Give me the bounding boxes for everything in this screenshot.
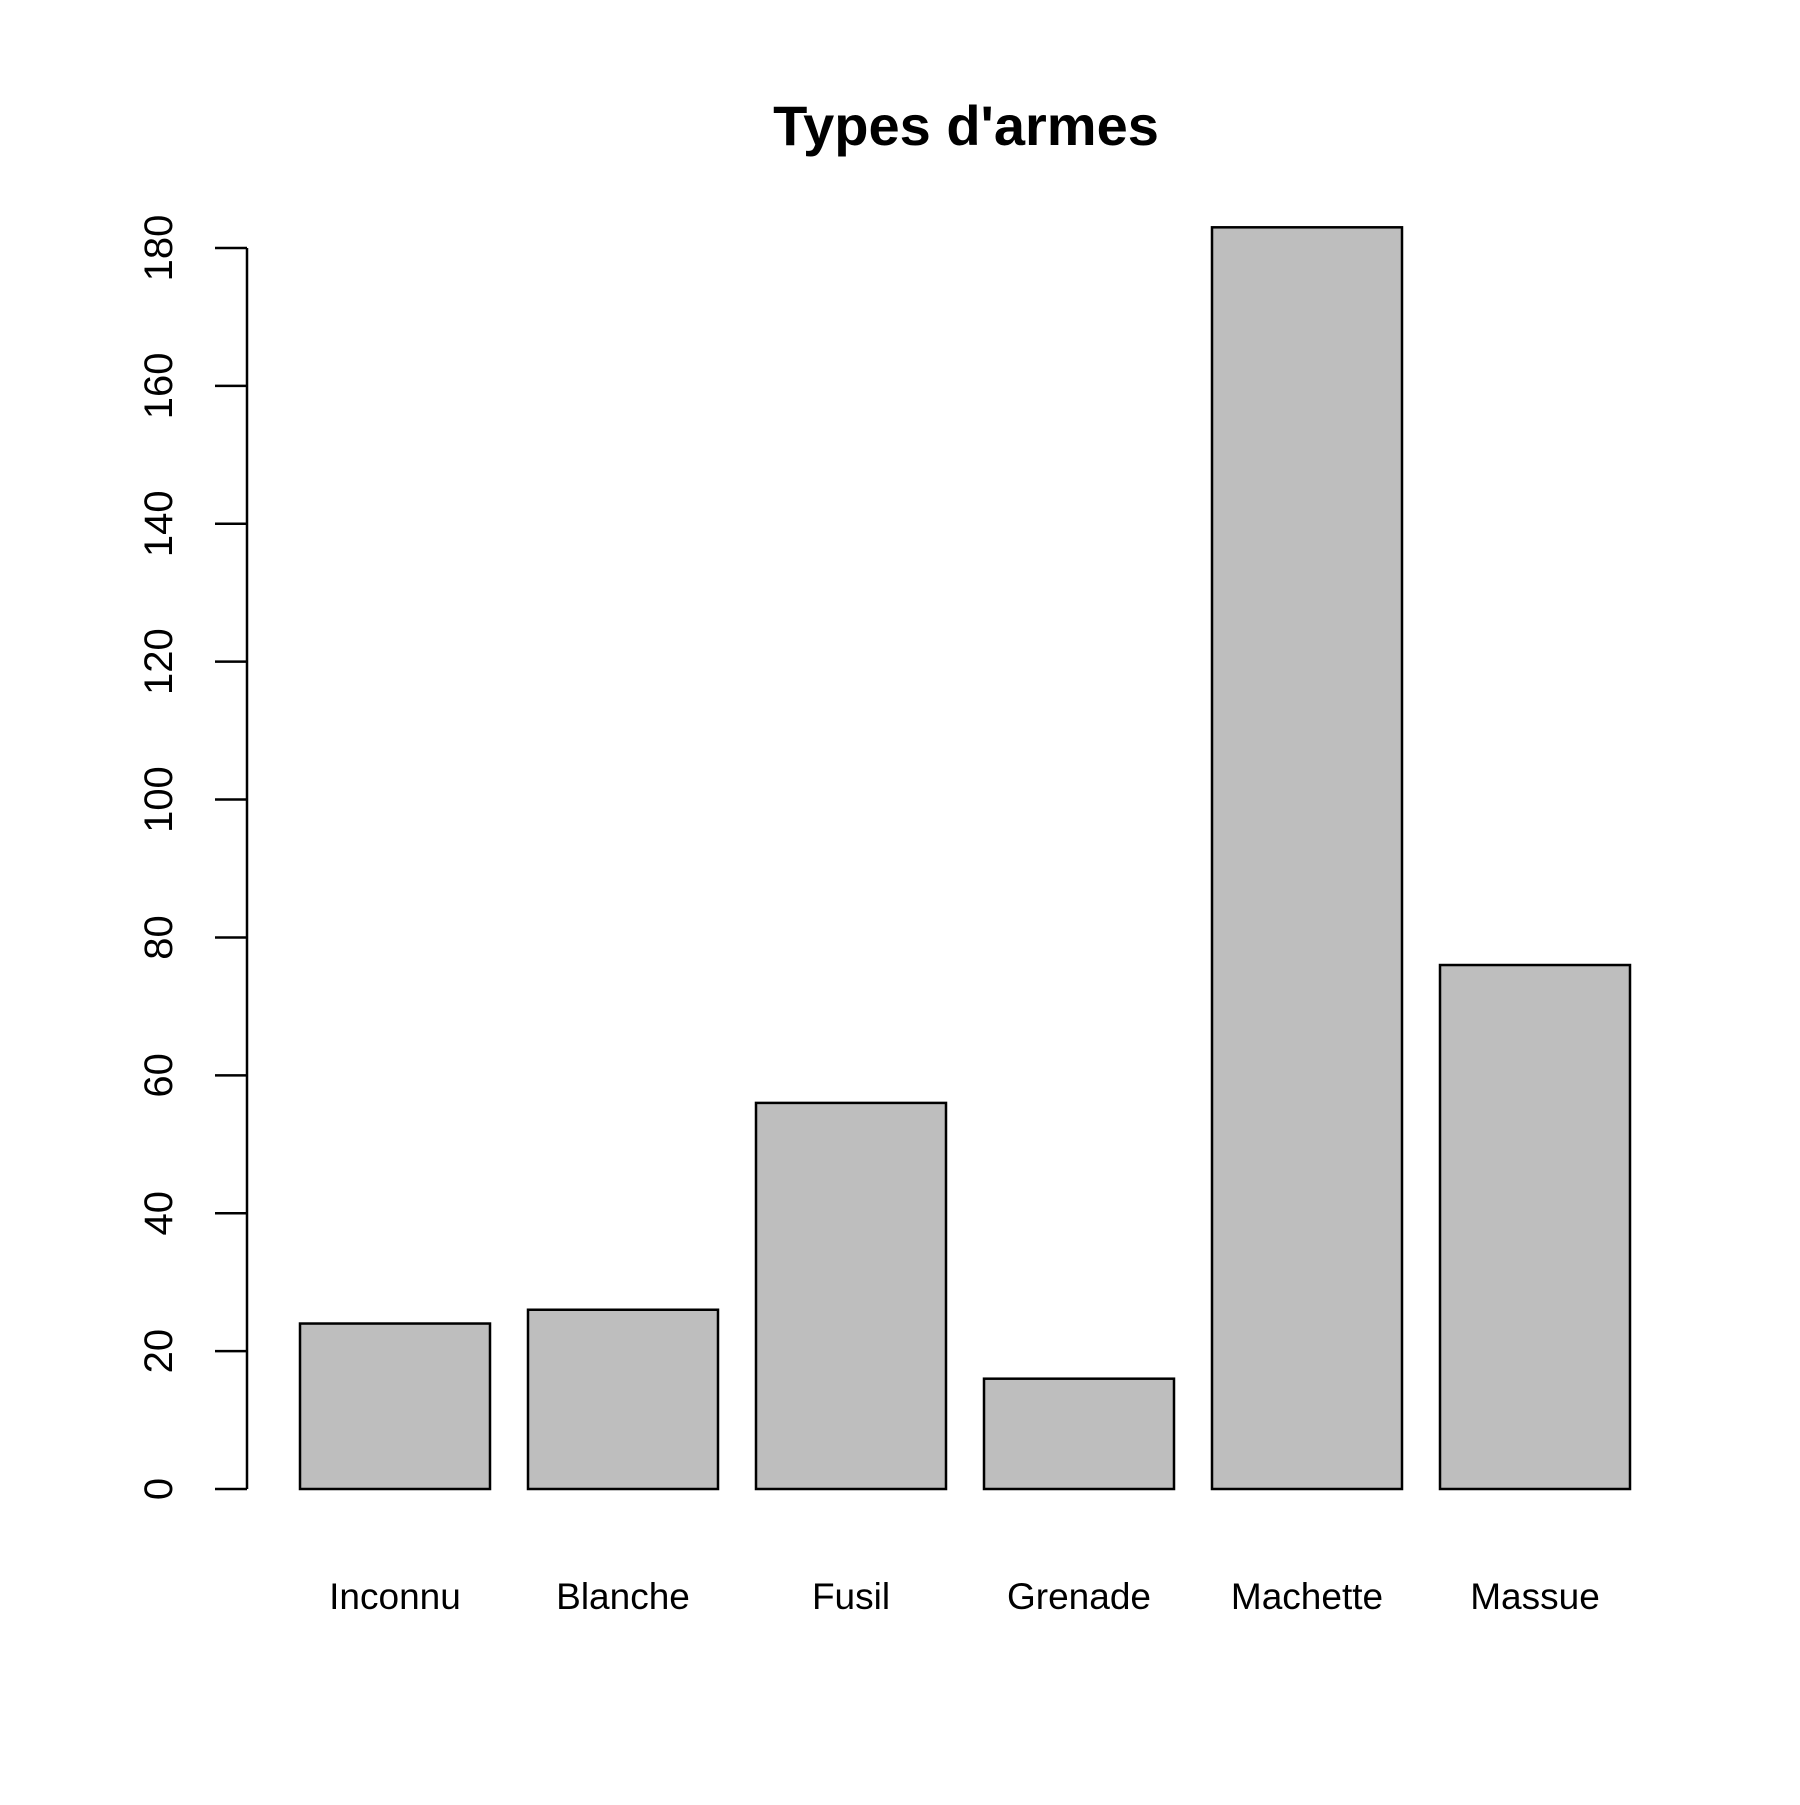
x-category-label: Blanche bbox=[556, 1576, 690, 1617]
y-tick-label: 0 bbox=[137, 1478, 181, 1500]
y-tick-label: 80 bbox=[137, 915, 181, 960]
y-axis: 0 20 40 60 80 100 120 140 160 180 bbox=[137, 215, 249, 1500]
bar-machette bbox=[1210, 226, 1404, 1491]
x-category-label: Fusil bbox=[812, 1576, 890, 1617]
y-tick-label: 60 bbox=[137, 1053, 181, 1098]
bar-fusil bbox=[754, 1101, 948, 1491]
x-category-label: Inconnu bbox=[329, 1576, 461, 1617]
bar-massue bbox=[1438, 963, 1632, 1491]
y-tick-label: 180 bbox=[137, 215, 181, 282]
x-category-label: Machette bbox=[1231, 1576, 1383, 1617]
x-category-label: Massue bbox=[1470, 1576, 1600, 1617]
bar-blanche bbox=[526, 1308, 720, 1491]
y-tick-label: 20 bbox=[137, 1329, 181, 1374]
y-tick-label: 100 bbox=[137, 766, 181, 833]
x-category-label: Grenade bbox=[1007, 1576, 1151, 1617]
bar-group bbox=[298, 226, 1632, 1491]
chart-title: Types d'armes bbox=[773, 94, 1159, 157]
bar-grenade bbox=[982, 1377, 1176, 1491]
y-tick-label: 40 bbox=[137, 1191, 181, 1236]
y-tick-label: 120 bbox=[137, 628, 181, 695]
bar-inconnu bbox=[298, 1322, 492, 1491]
y-tick-label: 160 bbox=[137, 353, 181, 420]
y-tick-label: 140 bbox=[137, 490, 181, 557]
x-axis-labels: Inconnu Blanche Fusil Grenade Machette Massue bbox=[329, 1576, 1600, 1617]
